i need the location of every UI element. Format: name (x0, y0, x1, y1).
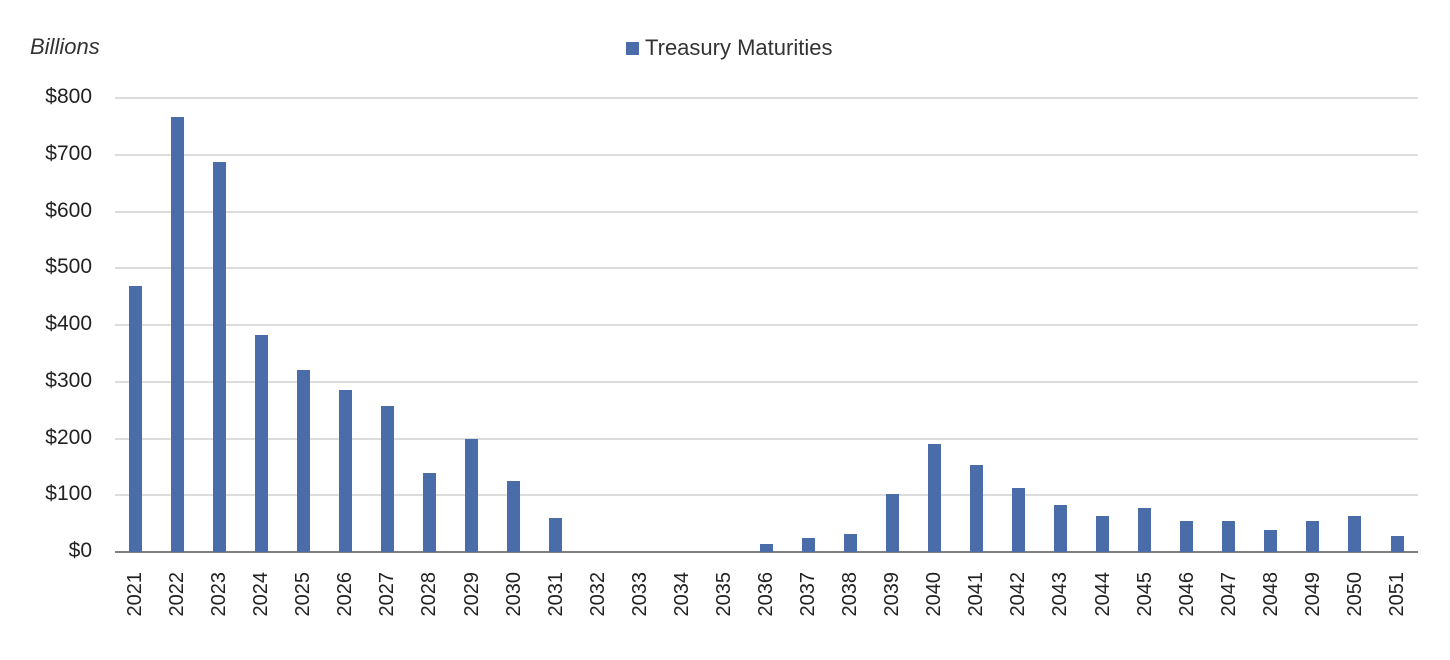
x-tick-label: 2040 (923, 572, 946, 617)
bar-2040 (927, 444, 941, 552)
x-tick-label: 2048 (1259, 572, 1282, 617)
x-tick-label: 2046 (1175, 572, 1198, 617)
x-tick-label: 2032 (586, 572, 609, 617)
bar-2046 (1180, 520, 1194, 552)
x-tick-label: 2036 (755, 572, 777, 617)
x-tick-label: 2024 (250, 572, 273, 617)
bar-2037 (801, 537, 815, 552)
x-tick-label: 2029 (460, 572, 483, 617)
bar-2026 (338, 390, 352, 552)
x-tick-label: 2034 (670, 572, 693, 617)
bar-2021 (128, 286, 142, 552)
x-tick-label: 2043 (1049, 572, 1072, 617)
x-tick-label: 2023 (208, 572, 231, 617)
bar-2031 (549, 517, 563, 552)
x-tick-label: 2042 (1007, 572, 1030, 617)
bar-2029 (465, 438, 479, 552)
bar-2028 (422, 472, 436, 552)
x-tick-label: 2022 (166, 572, 189, 617)
y-tick-label: $100 (45, 482, 92, 506)
x-tick-label: 2026 (334, 572, 357, 617)
x-tick-label: 2045 (1133, 572, 1156, 617)
bar-2048 (1264, 529, 1278, 552)
x-tick-label: 2028 (418, 572, 441, 617)
x-tick-label: 2051 (1386, 572, 1408, 617)
bar-2042 (1011, 487, 1025, 552)
x-tick-label: 2031 (544, 572, 567, 617)
bar-2039 (885, 494, 899, 552)
x-tick-label: 2050 (1343, 572, 1366, 617)
x-tick-label: 2049 (1301, 572, 1324, 617)
x-axis-line (115, 551, 1418, 553)
x-tick-label: 2044 (1091, 572, 1114, 617)
bar-2025 (296, 370, 310, 552)
y-tick-label: $300 (45, 368, 92, 392)
x-tick-label: 2021 (124, 572, 146, 617)
x-tick-label: 2038 (839, 572, 862, 617)
gridline (115, 210, 1418, 213)
bar-2022 (170, 117, 184, 552)
bar-2045 (1138, 508, 1152, 552)
legend-label: Treasury Maturities (645, 35, 833, 60)
bar-2050 (1348, 516, 1362, 552)
x-tick-label: 2035 (712, 572, 735, 617)
x-tick-label: 2047 (1217, 572, 1240, 617)
x-tick-label: 2033 (628, 572, 651, 617)
bar-2023 (212, 162, 226, 552)
x-tick-label: 2025 (292, 572, 315, 617)
y-tick-label: $200 (45, 425, 92, 449)
gridline (115, 267, 1418, 270)
y-tick-label: $800 (45, 85, 92, 108)
legend: Treasury Maturities (626, 35, 832, 61)
bar-2038 (843, 533, 857, 552)
gridline (115, 437, 1418, 440)
y-axis-unit-label: Billions (30, 34, 100, 59)
x-tick-label: 2037 (797, 572, 820, 617)
gridline (115, 324, 1418, 326)
y-tick-label: $700 (45, 141, 92, 165)
gridline (115, 153, 1418, 156)
x-tick-label: 2039 (881, 572, 904, 617)
bar-2030 (507, 481, 521, 552)
legend-swatch-icon (626, 41, 639, 55)
y-tick-label: $400 (45, 312, 92, 335)
bar-2044 (1096, 516, 1110, 552)
bar-2049 (1306, 520, 1320, 552)
bar-2047 (1222, 520, 1236, 552)
gridline (115, 97, 1418, 99)
gridline (115, 494, 1418, 497)
bar-2024 (254, 334, 268, 552)
x-tick-label: 2027 (376, 572, 399, 617)
y-tick-label: $500 (45, 255, 92, 279)
x-tick-label: 2041 (965, 572, 988, 617)
x-tick-label: 2030 (502, 572, 525, 617)
y-tick-label: $600 (45, 198, 92, 222)
bar-2051 (1390, 535, 1404, 552)
bar-2041 (969, 465, 983, 552)
y-tick-label: $0 (68, 539, 92, 562)
gridline (115, 380, 1418, 383)
bar-2036 (759, 544, 773, 552)
bar-2043 (1053, 504, 1067, 552)
bar-2027 (380, 406, 394, 552)
